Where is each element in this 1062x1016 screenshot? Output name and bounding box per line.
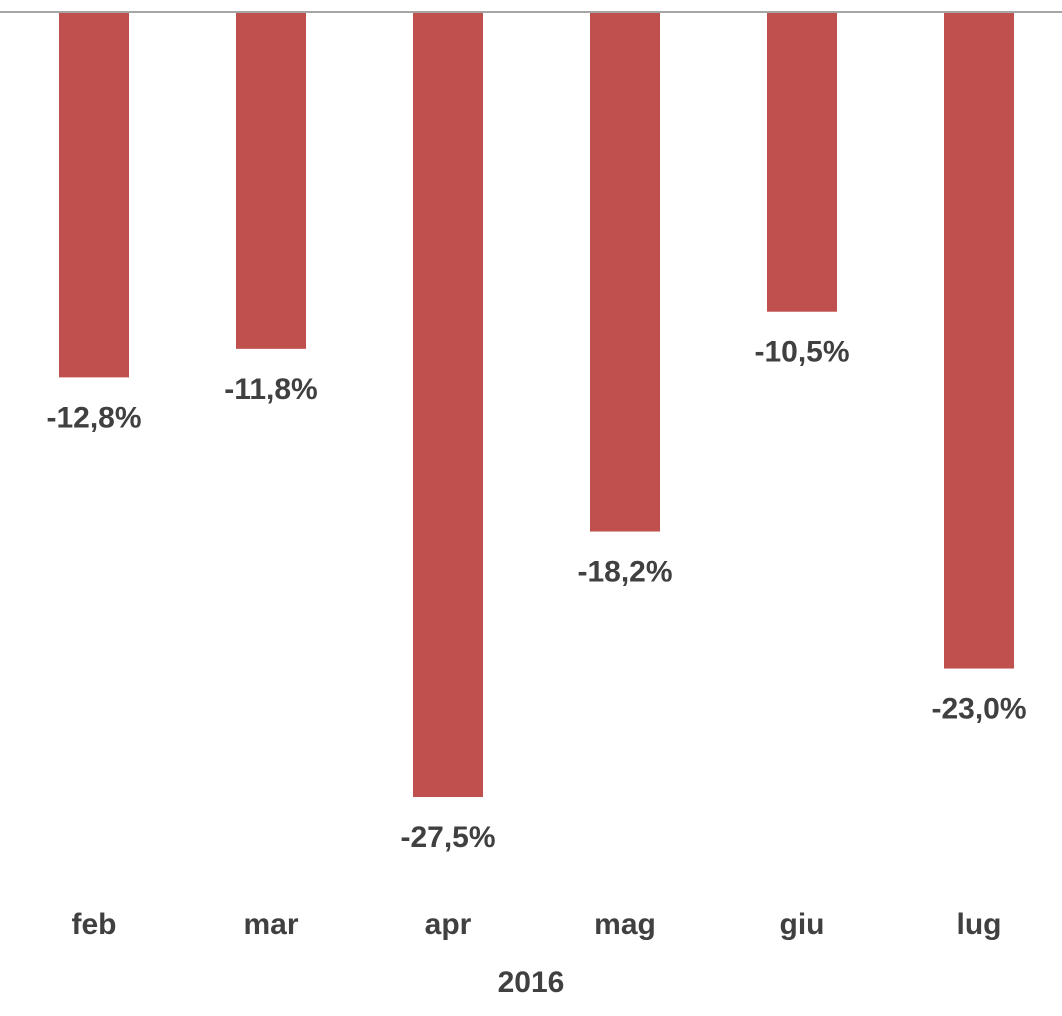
x-tick-label: mag bbox=[594, 908, 656, 941]
bar bbox=[767, 12, 837, 312]
x-tick-label: apr bbox=[425, 908, 472, 941]
bar bbox=[236, 12, 306, 349]
x-tick-label: feb bbox=[72, 908, 117, 941]
data-label: -11,8% bbox=[224, 373, 317, 406]
data-label: -18,2% bbox=[577, 555, 672, 588]
x-tick-label: mar bbox=[243, 908, 298, 941]
data-label: -23,0% bbox=[931, 692, 1026, 725]
data-label: -27,5% bbox=[400, 821, 495, 854]
bar bbox=[413, 12, 483, 797]
x-axis-label: 2016 bbox=[498, 966, 565, 999]
bar bbox=[944, 12, 1014, 669]
bar bbox=[590, 12, 660, 532]
bar bbox=[59, 12, 129, 378]
x-tick-label: giu bbox=[780, 908, 825, 941]
data-label: -10,5% bbox=[754, 336, 849, 369]
x-tick-label: lug bbox=[957, 908, 1002, 941]
data-label: -12,8% bbox=[46, 401, 141, 434]
